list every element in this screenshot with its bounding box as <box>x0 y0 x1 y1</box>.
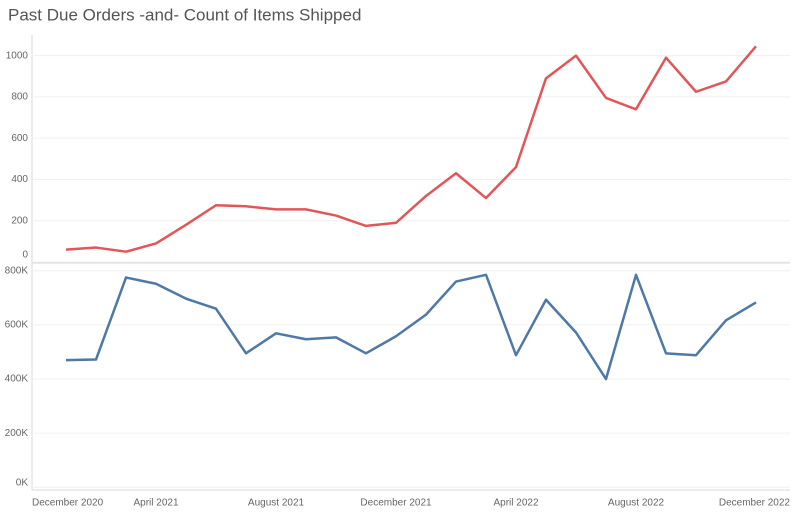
y-tick-label: 400 <box>11 174 28 185</box>
y-tick-label: 0 <box>22 250 28 261</box>
x-tick-label: August 2022 <box>608 498 665 509</box>
chart-title: Past Due Orders -and- Count of Items Shi… <box>8 5 361 24</box>
line-series <box>65 45 757 253</box>
y-tick-label: 0K <box>16 478 29 489</box>
y-tick-label: 200 <box>11 215 28 226</box>
x-tick-label: August 2021 <box>248 498 305 509</box>
x-tick-label: April 2022 <box>493 498 538 509</box>
x-tick-label: April 2021 <box>133 498 178 509</box>
y-tick-label: 1000 <box>6 50 29 61</box>
line-series <box>65 273 757 381</box>
y-tick-label: 800K <box>5 265 29 276</box>
y-tick-label: 600 <box>11 133 28 144</box>
x-tick-label: December 2022 <box>719 498 791 509</box>
x-tick-label: December 2021 <box>360 498 432 509</box>
y-tick-label: 600K <box>5 320 29 331</box>
y-tick-label: 200K <box>5 428 29 439</box>
y-tick-label: 800 <box>11 92 28 103</box>
y-tick-label: 400K <box>5 374 29 385</box>
x-tick-label: December 2020 <box>32 498 104 509</box>
